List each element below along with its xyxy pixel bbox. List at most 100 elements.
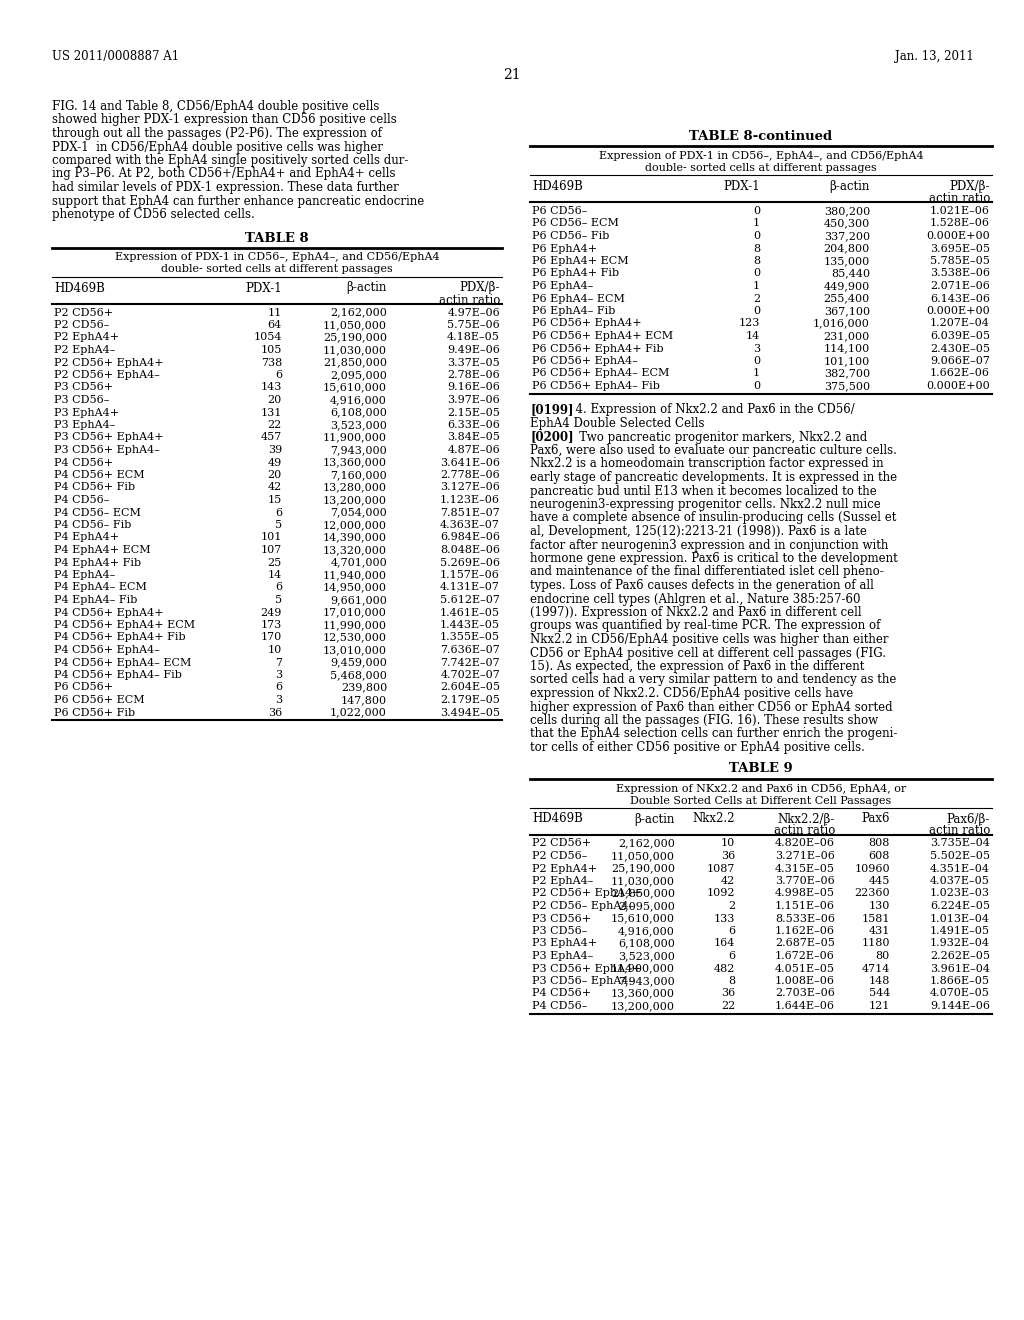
- Text: 131: 131: [261, 408, 282, 417]
- Text: P6 CD56+ EphA4+ ECM: P6 CD56+ EphA4+ ECM: [532, 331, 673, 341]
- Text: 1.644E–06: 1.644E–06: [775, 1001, 835, 1011]
- Text: P6 CD56+ EphA4– ECM: P6 CD56+ EphA4– ECM: [532, 368, 670, 379]
- Text: 6: 6: [274, 582, 282, 593]
- Text: 85,440: 85,440: [830, 268, 870, 279]
- Text: 6.143E–06: 6.143E–06: [930, 293, 990, 304]
- Text: 0.000E+00: 0.000E+00: [927, 306, 990, 315]
- Text: P4 CD56– Fib: P4 CD56– Fib: [54, 520, 131, 531]
- Text: 4.037E–05: 4.037E–05: [930, 876, 990, 886]
- Text: P2 CD56+: P2 CD56+: [54, 308, 113, 318]
- Text: P6 EphA4+ Fib: P6 EphA4+ Fib: [532, 268, 620, 279]
- Text: P3 EphA4–: P3 EphA4–: [54, 420, 116, 430]
- Text: P6 CD56+ EphA4–: P6 CD56+ EphA4–: [532, 356, 638, 366]
- Text: P4 CD56+: P4 CD56+: [54, 458, 113, 467]
- Text: P4 EphA4+ ECM: P4 EphA4+ ECM: [54, 545, 151, 554]
- Text: actin ratio: actin ratio: [438, 293, 500, 306]
- Text: 608: 608: [868, 851, 890, 861]
- Text: 8: 8: [753, 243, 760, 253]
- Text: 4.363E–07: 4.363E–07: [440, 520, 500, 531]
- Text: 6: 6: [274, 507, 282, 517]
- Text: actin ratio: actin ratio: [929, 825, 990, 837]
- Text: Double Sorted Cells at Different Cell Passages: Double Sorted Cells at Different Cell Pa…: [631, 796, 892, 805]
- Text: P3 EphA4+: P3 EphA4+: [54, 408, 119, 417]
- Text: 11,900,000: 11,900,000: [323, 433, 387, 442]
- Text: 22360: 22360: [854, 888, 890, 899]
- Text: had similar levels of PDX-1 expression. These data further: had similar levels of PDX-1 expression. …: [52, 181, 398, 194]
- Text: 173: 173: [261, 620, 282, 630]
- Text: 13,200,000: 13,200,000: [323, 495, 387, 506]
- Text: 8: 8: [728, 975, 735, 986]
- Text: endocrine cell types (Ahlgren et al., Nature 385:257-60: endocrine cell types (Ahlgren et al., Na…: [530, 593, 860, 606]
- Text: 3.961E–04: 3.961E–04: [930, 964, 990, 974]
- Text: 0: 0: [753, 306, 760, 315]
- Text: 1087: 1087: [707, 863, 735, 874]
- Text: 15: 15: [267, 495, 282, 506]
- Text: 8.048E–06: 8.048E–06: [440, 545, 500, 554]
- Text: 13,320,000: 13,320,000: [323, 545, 387, 554]
- Text: 3.770E–06: 3.770E–06: [775, 876, 835, 886]
- Text: TABLE 9: TABLE 9: [729, 763, 793, 776]
- Text: 20: 20: [267, 470, 282, 480]
- Text: 0: 0: [753, 381, 760, 391]
- Text: support that EphA4 can further enhance pancreatic endocrine: support that EphA4 can further enhance p…: [52, 194, 424, 207]
- Text: 147,800: 147,800: [341, 696, 387, 705]
- Text: 1180: 1180: [861, 939, 890, 949]
- Text: 5.785E–05: 5.785E–05: [930, 256, 990, 267]
- Text: 36: 36: [721, 989, 735, 998]
- Text: P4 CD56+ EphA4– Fib: P4 CD56+ EphA4– Fib: [54, 671, 182, 680]
- Text: 13,280,000: 13,280,000: [323, 483, 387, 492]
- Text: 7,943,000: 7,943,000: [331, 445, 387, 455]
- Text: 4.97E–06: 4.97E–06: [447, 308, 500, 318]
- Text: early stage of pancreatic developments. It is expressed in the: early stage of pancreatic developments. …: [530, 471, 897, 484]
- Text: P3 CD56– EphA4–: P3 CD56– EphA4–: [532, 975, 634, 986]
- Text: Nkx2.2/β-: Nkx2.2/β-: [777, 813, 835, 825]
- Text: P2 CD56+ EphA4–: P2 CD56+ EphA4–: [54, 370, 160, 380]
- Text: P4 CD56– ECM: P4 CD56– ECM: [54, 507, 141, 517]
- Text: 380,200: 380,200: [823, 206, 870, 216]
- Text: ing P3–P6. At P2, both CD56+/EphA4+ and EphA4+ cells: ing P3–P6. At P2, both CD56+/EphA4+ and …: [52, 168, 395, 181]
- Text: 15,610,000: 15,610,000: [323, 383, 387, 392]
- Text: 13,360,000: 13,360,000: [323, 458, 387, 467]
- Text: PDX-1  in CD56/EphA4 double positive cells was higher: PDX-1 in CD56/EphA4 double positive cell…: [52, 140, 383, 153]
- Text: 7,943,000: 7,943,000: [618, 975, 675, 986]
- Text: 1.151E–06: 1.151E–06: [775, 902, 835, 911]
- Text: FIG. 14 and Table 8, CD56/EphA4 double positive cells: FIG. 14 and Table 8, CD56/EphA4 double p…: [52, 100, 379, 114]
- Text: 3: 3: [274, 696, 282, 705]
- Text: 3.271E–06: 3.271E–06: [775, 851, 835, 861]
- Text: 231,000: 231,000: [823, 331, 870, 341]
- Text: 255,400: 255,400: [823, 293, 870, 304]
- Text: 808: 808: [868, 838, 890, 849]
- Text: 130: 130: [868, 902, 890, 911]
- Text: P6 EphA4+ ECM: P6 EphA4+ ECM: [532, 256, 629, 267]
- Text: 6: 6: [274, 370, 282, 380]
- Text: 6.224E–05: 6.224E–05: [930, 902, 990, 911]
- Text: 101,100: 101,100: [823, 356, 870, 366]
- Text: 5.269E–06: 5.269E–06: [440, 557, 500, 568]
- Text: P4 CD56+: P4 CD56+: [532, 989, 591, 998]
- Text: 4.87E–06: 4.87E–06: [447, 445, 500, 455]
- Text: 11,050,000: 11,050,000: [323, 319, 387, 330]
- Text: 1.355E–05: 1.355E–05: [440, 632, 500, 643]
- Text: 8.533E–06: 8.533E–06: [775, 913, 835, 924]
- Text: P2 CD56+ EphA4+: P2 CD56+ EphA4+: [54, 358, 164, 367]
- Text: hormone gene expression. Pax6 is critical to the development: hormone gene expression. Pax6 is critica…: [530, 552, 898, 565]
- Text: 42: 42: [721, 876, 735, 886]
- Text: PDX/β-: PDX/β-: [949, 180, 990, 193]
- Text: P6 CD56+ ECM: P6 CD56+ ECM: [54, 696, 144, 705]
- Text: P4 EphA4+ Fib: P4 EphA4+ Fib: [54, 557, 141, 568]
- Text: 4. Expression of Nkx2.2 and Pax6 in the CD56/: 4. Expression of Nkx2.2 and Pax6 in the …: [568, 404, 855, 417]
- Text: Expression of PDX-1 in CD56–, EphA4–, and CD56/EphA4: Expression of PDX-1 in CD56–, EphA4–, an…: [115, 252, 439, 263]
- Text: 3.494E–05: 3.494E–05: [440, 708, 500, 718]
- Text: P4 CD56+ ECM: P4 CD56+ ECM: [54, 470, 144, 480]
- Text: 1.443E–05: 1.443E–05: [440, 620, 500, 630]
- Text: 101: 101: [261, 532, 282, 543]
- Text: 1.023E–03: 1.023E–03: [930, 888, 990, 899]
- Text: 39: 39: [267, 445, 282, 455]
- Text: Nkx2.2: Nkx2.2: [692, 813, 735, 825]
- Text: 1.021E–06: 1.021E–06: [930, 206, 990, 216]
- Text: 4.070E–05: 4.070E–05: [930, 989, 990, 998]
- Text: 2.778E–06: 2.778E–06: [440, 470, 500, 480]
- Text: 20: 20: [267, 395, 282, 405]
- Text: 0.000E+00: 0.000E+00: [927, 381, 990, 391]
- Text: P4 EphA4– ECM: P4 EphA4– ECM: [54, 582, 146, 593]
